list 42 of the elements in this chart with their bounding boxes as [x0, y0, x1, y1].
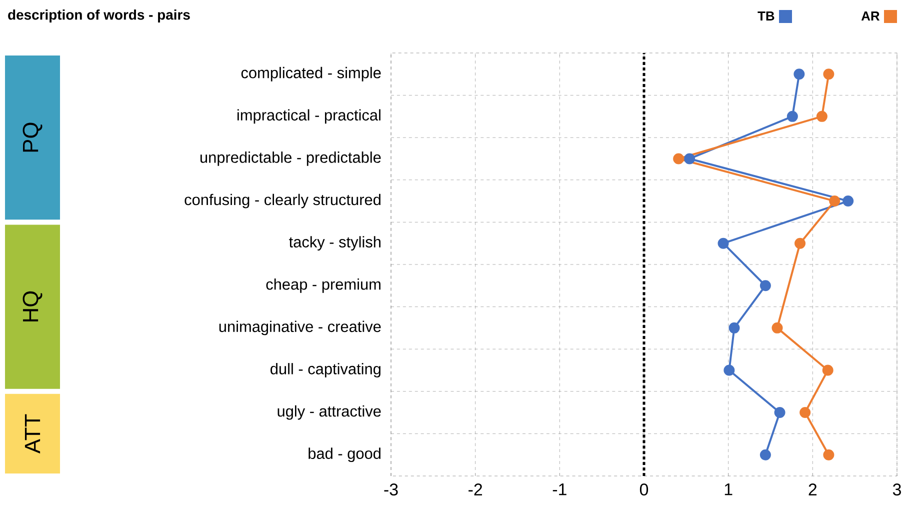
- point: [842, 196, 854, 207]
- point: [794, 238, 806, 249]
- y-tick-label: unpredictable - predictable: [200, 152, 381, 166]
- x-tick-label: -3: [384, 484, 398, 496]
- y-tick-label: ugly - attractive: [278, 405, 381, 420]
- point: [794, 68, 805, 80]
- y-tick-label: unimaginative - creative: [219, 320, 381, 336]
- text: description of words - pairs: [8, 9, 190, 22]
- point: [724, 364, 735, 376]
- x-tick-label: 3: [892, 484, 901, 496]
- x-tick-label: 2: [808, 484, 817, 496]
- y-tick-label: confusing - clearly structured: [184, 194, 380, 208]
- text: ATT: [24, 414, 40, 454]
- legend-label: TB: [758, 12, 774, 20]
- point: [823, 68, 834, 80]
- point: [816, 110, 828, 122]
- point: [822, 364, 834, 376]
- legend-label: AR: [861, 12, 880, 20]
- x-tick-label: 0: [640, 484, 648, 496]
- y-tick-label: bad - good: [308, 448, 380, 462]
- point: [760, 449, 771, 460]
- x-tick-label: -2: [468, 484, 482, 496]
- y-tick-label: cheap - premium: [266, 278, 380, 293]
- point: [829, 196, 840, 207]
- point: [718, 238, 729, 249]
- point: [800, 407, 811, 418]
- y-tick-label: complicated - simple: [241, 66, 381, 82]
- text: HQ: [22, 291, 42, 322]
- text: PQ: [22, 122, 42, 152]
- point: [673, 153, 684, 164]
- point: [786, 110, 798, 122]
- point: [772, 322, 783, 334]
- x-tick-label: -1: [552, 484, 566, 496]
- y-tick-label: impractical - practical: [237, 109, 380, 124]
- y-tick-label: tacky - stylish: [289, 236, 380, 251]
- point: [684, 153, 696, 164]
- point: [823, 449, 834, 460]
- point: [774, 407, 786, 418]
- point: [760, 280, 771, 292]
- x-tick-label: 1: [724, 484, 732, 496]
- y-tick-label: dull - captivating: [270, 363, 380, 378]
- point: [728, 322, 740, 334]
